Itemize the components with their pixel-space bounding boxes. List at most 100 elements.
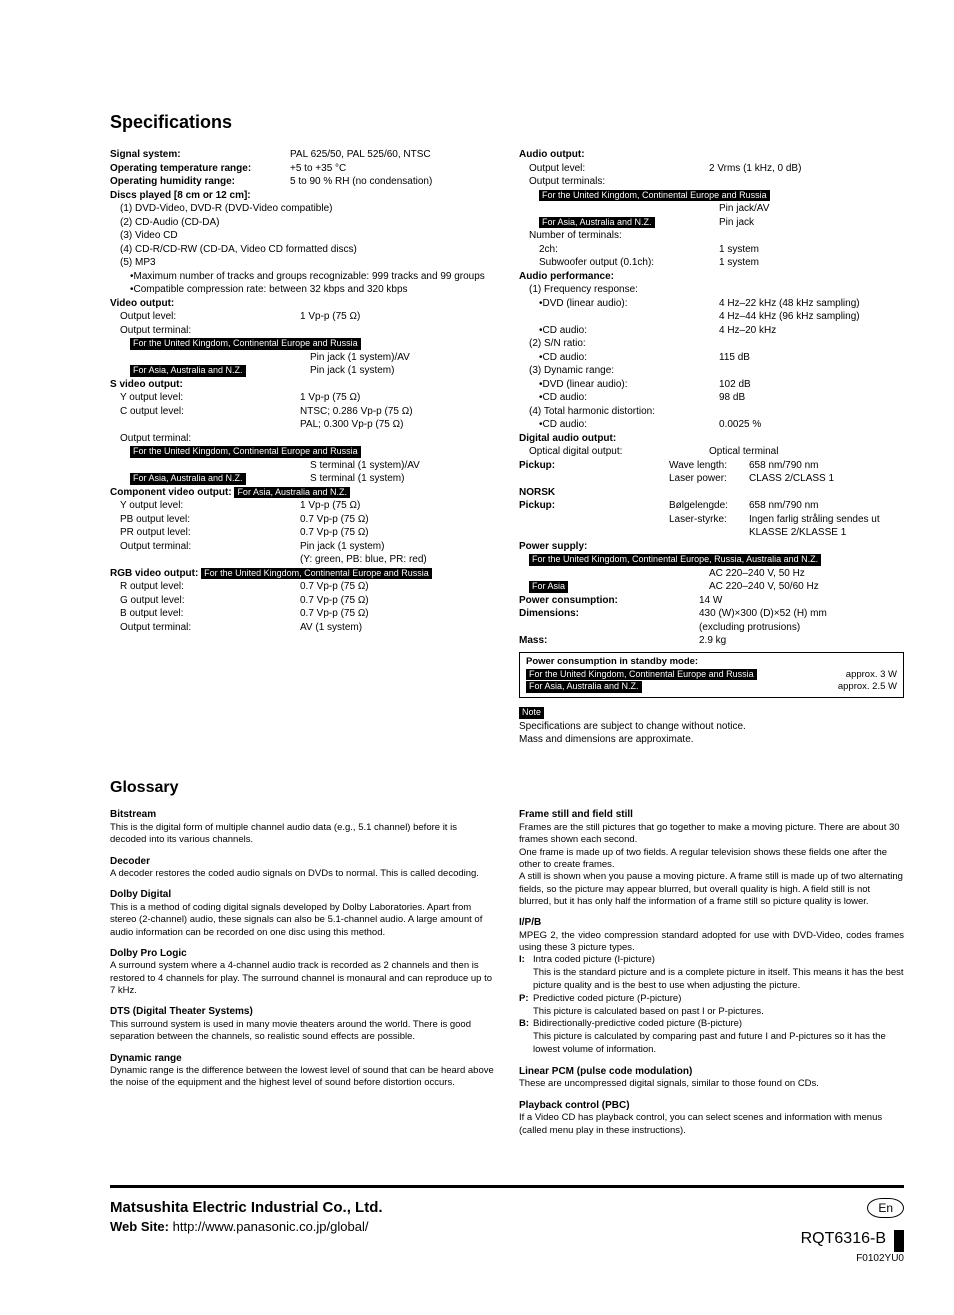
region-badge: For the United Kingdom, Continental Euro… xyxy=(526,669,757,681)
spec-label: Bølgelengde: xyxy=(669,499,749,513)
spec-value: +5 to +35 °C xyxy=(290,162,495,176)
spec-label: Number of terminals: xyxy=(519,229,904,243)
glossary-title: Linear PCM (pulse code modulation) xyxy=(519,1065,904,1079)
glossary-right-col: Frame still and field still Frames are t… xyxy=(519,808,904,1145)
spec-value: Pin jack/AV xyxy=(719,202,904,216)
spec-value: 1 system xyxy=(719,243,904,257)
spec-label: Y output level: xyxy=(120,391,300,405)
spec-value: 4 Hz–22 kHz (48 kHz sampling) xyxy=(719,297,904,311)
spec-value: 14 W xyxy=(699,594,904,608)
spec-value: 0.0025 % xyxy=(719,418,904,432)
glossary-title: Bitstream xyxy=(110,808,495,822)
spec-label: B output level: xyxy=(120,607,300,621)
spec-label: Pickup: xyxy=(519,459,669,473)
spec-value: Optical terminal xyxy=(709,445,904,459)
divider xyxy=(110,1185,904,1188)
region-badge: For Asia xyxy=(529,581,568,593)
ipb-body: This is the standard picture and is a co… xyxy=(533,967,904,991)
spec-value: (4) CD-R/CD-RW (CD-DA, Video CD formatte… xyxy=(110,243,495,257)
glossary-body: This is a method of coding digital signa… xyxy=(110,902,495,939)
spec-label: C output level: xyxy=(120,405,300,419)
spec-label: Power supply: xyxy=(519,540,904,554)
spec-label: •CD audio: xyxy=(539,391,719,405)
web-label: Web Site: xyxy=(110,1219,173,1234)
spec-value: 1 Vp-p (75 Ω) xyxy=(300,499,495,513)
spec-value: S terminal (1 system) xyxy=(310,472,495,486)
glossary-entry: Dolby DigitalThis is a method of coding … xyxy=(110,888,495,939)
spec-label: (2) S/N ratio: xyxy=(519,337,904,351)
spec-value: Pin jack (1 system) xyxy=(300,540,495,554)
spec-value: approx. 2.5 W xyxy=(838,681,897,694)
specs-heading: Specifications xyxy=(110,110,904,134)
spec-value: KLASSE 2/KLASSE 1 xyxy=(749,526,904,540)
spec-label: Output terminal: xyxy=(120,540,300,554)
spec-value: 658 nm/790 nm xyxy=(749,459,904,473)
spec-label: NORSK xyxy=(519,486,904,500)
glossary-title: Dolby Digital xyxy=(110,888,495,902)
spec-label: Discs played [8 cm or 12 cm]: xyxy=(110,189,495,203)
spec-value: (5) MP3 xyxy=(110,256,495,270)
spec-value: Pin jack xyxy=(719,216,904,230)
glossary-body: Dynamic range is the difference between … xyxy=(110,1065,495,1090)
spec-value: 430 (W)×300 (D)×52 (H) mm xyxy=(699,607,904,621)
spec-value: AV (1 system) xyxy=(300,621,495,635)
glossary-body: A still is shown when you pause a moving… xyxy=(519,871,904,908)
spec-label: Signal system: xyxy=(110,148,290,162)
spec-label: (3) Dynamic range: xyxy=(519,364,904,378)
specs-left-col: Signal system:PAL 625/50, PAL 525/60, NT… xyxy=(110,148,495,746)
note-text: Specifications are subject to change wit… xyxy=(519,720,904,734)
spec-label: Component video output: xyxy=(110,487,232,498)
glossary-title: Playback control (PBC) xyxy=(519,1099,904,1113)
spec-label: •DVD (linear audio): xyxy=(539,378,719,392)
spec-label: R output level: xyxy=(120,580,300,594)
glossary-body: A surround system where a 4-channel audi… xyxy=(110,960,495,997)
spec-label: Operating temperature range: xyxy=(110,162,290,176)
ipb-title: Intra coded picture (I-picture) xyxy=(533,954,655,965)
spec-value: 0.7 Vp-p (75 Ω) xyxy=(300,580,495,594)
spec-label: Wave length: xyxy=(669,459,749,473)
ipb-key: B: xyxy=(519,1018,533,1056)
spec-label: Power consumption: xyxy=(519,594,699,608)
specs-columns: Signal system:PAL 625/50, PAL 525/60, NT… xyxy=(110,148,904,746)
company-name: Matsushita Electric Industrial Co., Ltd. xyxy=(110,1198,383,1218)
region-badge: For the United Kingdom, Continental Euro… xyxy=(130,446,361,458)
region-badge: For Asia, Australia and N.Z. xyxy=(526,681,642,693)
spec-value: 1 Vp-p (75 Ω) xyxy=(300,310,495,324)
spec-label: Output terminal: xyxy=(120,621,300,635)
spec-value: 0.7 Vp-p (75 Ω) xyxy=(300,594,495,608)
glossary-entry: Dolby Pro LogicA surround system where a… xyxy=(110,947,495,998)
spec-label: Y output level: xyxy=(120,499,300,513)
ipb-key: P: xyxy=(519,993,533,1019)
spec-label: Digital audio output: xyxy=(519,432,904,446)
spec-label: •CD audio: xyxy=(539,418,719,432)
spec-label: •CD audio: xyxy=(539,351,719,365)
ipb-title: Bidirectionally-predictive coded picture… xyxy=(533,1018,742,1029)
glossary-title: I/P/B xyxy=(519,916,904,930)
spec-value: (1) DVD-Video, DVD-R (DVD-Video compatib… xyxy=(110,202,495,216)
standby-title: Power consumption in standby mode: xyxy=(526,656,897,669)
spec-value: (excluding protrusions) xyxy=(699,621,904,635)
glossary-body: This is the digital form of multiple cha… xyxy=(110,822,495,847)
language-badge: En xyxy=(867,1198,904,1218)
spec-value: AC 220–240 V, 50/60 Hz xyxy=(709,580,904,594)
spec-value: S terminal (1 system)/AV xyxy=(310,459,495,473)
spec-label: Output level: xyxy=(529,162,709,176)
spec-value: approx. 3 W xyxy=(846,669,897,682)
standby-box: Power consumption in standby mode: For t… xyxy=(519,652,904,698)
region-badge: For the United Kingdom, Continental Euro… xyxy=(529,554,821,566)
spec-label: Video output: xyxy=(110,297,495,311)
glossary-heading: Glossary xyxy=(110,777,904,799)
spec-label: Output terminal: xyxy=(110,324,495,338)
spec-label: Laser-styrke: xyxy=(669,513,749,527)
spec-label: S video output: xyxy=(110,378,495,392)
spec-label: Output terminal: xyxy=(110,432,495,446)
ipb-body: This picture is calculated by comparing … xyxy=(533,1031,886,1055)
region-badge: For the United Kingdom, Continental Euro… xyxy=(130,338,361,350)
glossary-title: Decoder xyxy=(110,855,495,869)
spec-label: Operating humidity range: xyxy=(110,175,290,189)
spec-label: PR output level: xyxy=(120,526,300,540)
glossary-body: These are uncompressed digital signals, … xyxy=(519,1078,904,1090)
glossary-entry: DecoderA decoder restores the coded audi… xyxy=(110,855,495,881)
glossary-entry: DTS (Digital Theater Systems)This surrou… xyxy=(110,1005,495,1043)
spec-label: PB output level: xyxy=(120,513,300,527)
